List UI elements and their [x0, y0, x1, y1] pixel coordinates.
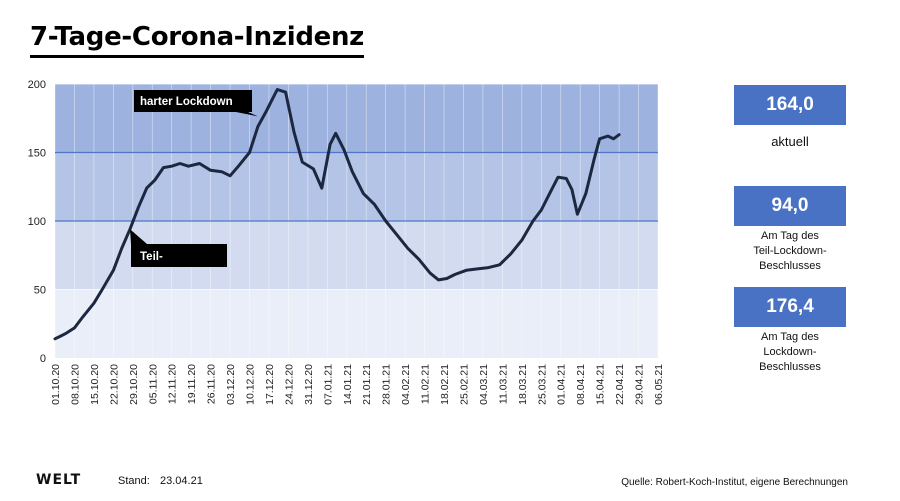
source-note: Quelle: Robert-Koch-Institut, eigene Ber…	[621, 477, 848, 488]
x-tick-label: 07.01.21	[322, 364, 334, 405]
stat-partial-lockdown-label-line: Am Tag des	[761, 230, 819, 242]
x-tick-label: 18.03.21	[517, 364, 529, 405]
stat-lockdown-label-line: Beschlusses	[759, 361, 821, 373]
x-tick-label: 11.02.21	[420, 364, 432, 404]
annotation-label: Teil-	[140, 251, 163, 263]
x-tick-label: 08.10.20	[69, 364, 81, 405]
band-100-150	[55, 152, 658, 221]
x-tick-label: 22.10.20	[108, 364, 120, 405]
x-tick-label: 10.12.20	[245, 364, 257, 405]
stat-lockdown-label-line: Am Tag des	[761, 331, 819, 343]
y-tick-label: 150	[28, 148, 46, 160]
x-tick-label: 31.12.20	[303, 364, 315, 405]
x-tick-label: 14.01.21	[342, 364, 354, 405]
x-tick-label: 17.12.20	[264, 364, 276, 405]
stand-date: 23.04.21	[160, 475, 203, 487]
annotation-callout	[134, 90, 258, 117]
stat-current-label: aktuell	[724, 134, 856, 149]
stat-partial-lockdown-label: Am Tag des Teil-Lockdown- Beschlusses	[724, 229, 856, 274]
x-tick-label: 04.03.21	[478, 364, 490, 405]
x-tick-label: 06.05.21	[653, 364, 665, 405]
x-tick-label: 25.02.21	[458, 364, 470, 405]
x-tick-label: 19.11.20	[186, 364, 198, 404]
y-tick-label: 200	[28, 79, 46, 91]
annotation-label: harter Lockdown	[140, 96, 233, 108]
x-tick-label: 26.11.20	[206, 364, 218, 404]
x-tick-label: 12.11.20	[167, 364, 179, 404]
y-tick-label: 0	[40, 353, 46, 365]
x-tick-label: 11.03.21	[497, 364, 509, 404]
stand-label: Stand:	[118, 475, 150, 487]
x-tick-label: 03.12.20	[225, 364, 237, 405]
band-0-50	[55, 289, 658, 358]
x-tick-label: 24.12.20	[283, 364, 295, 405]
x-tick-label: 29.10.20	[128, 364, 140, 405]
stat-lockdown-label: Am Tag des Lockdown- Beschlusses	[724, 330, 856, 375]
x-tick-label: 29.04.21	[634, 364, 646, 405]
stat-current-label-line: aktuell	[771, 134, 809, 149]
x-tick-label: 08.04.21	[575, 364, 587, 405]
stat-lockdown-label-line: Lockdown-	[763, 346, 817, 358]
stat-partial-lockdown-value: 94,0	[734, 186, 846, 226]
y-tick-label: 100	[28, 216, 46, 228]
x-tick-label: 15.04.21	[595, 364, 607, 405]
x-tick-label: 01.10.20	[50, 364, 62, 405]
stat-partial-lockdown-label-line: Teil-Lockdown-	[753, 245, 827, 257]
stat-current-value: 164,0	[734, 85, 846, 125]
x-tick-label: 18.02.21	[439, 364, 451, 405]
incidence-line	[53, 88, 621, 341]
stat-partial-lockdown-label-line: Beschlusses	[759, 260, 821, 272]
x-tick-label: 01.04.21	[556, 364, 568, 405]
x-tick-label: 15.10.20	[89, 364, 101, 405]
welt-logo: WELT	[36, 472, 82, 488]
x-tick-label: 05.11.20	[147, 364, 159, 404]
x-tick-label: 04.02.21	[400, 364, 412, 405]
x-tick-label: 25.03.21	[536, 364, 548, 405]
annotation-callout	[130, 229, 227, 267]
x-tick-label: 21.01.21	[361, 364, 373, 405]
y-tick-label: 50	[34, 285, 46, 297]
x-tick-label: 28.01.21	[381, 364, 393, 405]
x-tick-label: 22.04.21	[614, 364, 626, 405]
stat-lockdown-value: 176,4	[734, 287, 846, 327]
chart-title: 7-Tage-Corona-Inzidenz	[30, 22, 364, 58]
